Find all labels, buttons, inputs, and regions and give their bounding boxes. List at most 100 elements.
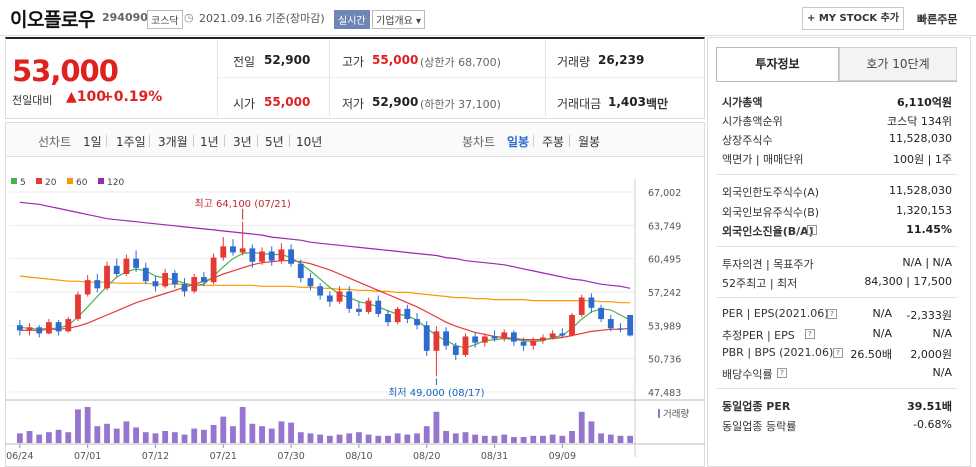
divider	[716, 174, 957, 175]
change-percent: +0.19%	[102, 89, 163, 105]
volume-bar	[297, 432, 304, 443]
info-key: 상장주식수	[722, 134, 773, 147]
tab-investment-info[interactable]: 투자정보	[716, 47, 839, 81]
candle-chart-label: 봉차트	[462, 135, 496, 149]
candle-body	[268, 251, 275, 261]
legend-swatch	[36, 178, 42, 184]
help-icon[interactable]: ?	[805, 329, 815, 339]
candle-daily[interactable]: 일봉	[507, 135, 530, 149]
info-row-market-cap-rank: 시가총액순위 코스닥 134위	[722, 113, 952, 129]
period-3m[interactable]: 3개월	[158, 135, 188, 149]
candle-body	[259, 251, 265, 262]
trade-amount-unit: 백만	[646, 97, 669, 111]
divider	[218, 77, 704, 78]
candle-body	[16, 325, 23, 331]
trade-amount-value: 1,403	[608, 95, 646, 109]
candle-body	[540, 337, 546, 341]
legend-swatch	[67, 178, 73, 184]
info-row-opinion: 투자의견 | 목표주가 N/A | N/A	[722, 256, 952, 272]
candle-body	[94, 280, 101, 289]
legend-label-ma60: 60	[76, 178, 88, 188]
line-chart-label: 선차트	[38, 135, 72, 149]
upper-limit: (상한가 68,700)	[420, 56, 501, 69]
candle-body	[598, 307, 604, 320]
info-key: 외국인한도주식수(A)	[722, 186, 820, 199]
period-5y[interactable]: 5년	[265, 135, 284, 149]
stock-chart[interactable]: 5 20 60 120 67,002 63,749 60,495 57,242 53,989 5…	[5, 157, 705, 467]
period-1y[interactable]: 1년	[200, 135, 219, 149]
volume-bar	[520, 437, 527, 443]
candle-body	[239, 248, 246, 253]
help-icon[interactable]: ?	[807, 225, 817, 235]
candle-body	[84, 280, 91, 295]
volume-bar	[481, 435, 488, 443]
legend-label-ma5: 5	[20, 178, 26, 188]
candle-body	[288, 249, 294, 264]
info-row-industry-change: 동일업종 등락률 -0.68%	[722, 418, 952, 434]
volume-bar	[26, 431, 33, 443]
volume-bar	[210, 425, 217, 443]
candle-body	[142, 267, 149, 282]
period-1w[interactable]: 1주일	[116, 135, 146, 149]
company-overview-dropdown[interactable]: 기업개요 ▾	[372, 10, 425, 29]
add-my-stock-button[interactable]: + MY STOCK 추가	[802, 7, 904, 30]
candle-body	[220, 246, 227, 258]
period-3y[interactable]: 3년	[233, 135, 252, 149]
ma5-line	[19, 251, 631, 349]
info-row-dividend: 배당수익률? N/A	[722, 366, 952, 382]
divider	[217, 40, 218, 116]
candle-body	[26, 327, 33, 331]
volume-value: 26,239	[598, 53, 645, 67]
volume-bar	[433, 411, 440, 443]
volume-bar	[307, 433, 314, 443]
tab-order-book[interactable]: 호가 10단계	[839, 47, 957, 81]
info-row-listed-shares: 상장주식수 11,528,030	[722, 132, 952, 148]
candle-body	[452, 345, 459, 355]
legend-swatch	[98, 178, 104, 184]
help-icon[interactable]: ?	[777, 368, 787, 378]
candle-body	[607, 319, 614, 329]
info-key[interactable]: 시가총액순위	[722, 115, 783, 128]
info-key: 52주최고 | 최저	[722, 277, 798, 290]
info-key[interactable]: 동일업종 등락률	[722, 420, 797, 433]
candle-body	[133, 258, 139, 268]
fast-order-link[interactable]: 빠른주문	[917, 13, 958, 26]
volume-bar	[142, 432, 149, 443]
info-value: 11.45%	[906, 223, 952, 236]
candle-body	[181, 284, 188, 292]
volume-bar	[452, 433, 459, 443]
info-value: -0.68%	[913, 418, 952, 431]
info-value: -2,333원	[906, 309, 952, 322]
help-icon[interactable]: ?	[827, 309, 837, 319]
realtime-button[interactable]: 실시간	[334, 10, 370, 29]
volume-bar	[540, 435, 546, 443]
period-1d[interactable]: 1일	[83, 135, 102, 149]
volume-bar	[365, 434, 372, 443]
candle-body	[336, 291, 343, 302]
info-value: 26.50배	[850, 348, 892, 361]
help-icon[interactable]: ?	[833, 348, 843, 358]
volume-label: 거래량	[557, 55, 591, 69]
volume-bar	[356, 432, 362, 443]
y-tick-label: 63,749	[648, 221, 681, 232]
x-tick-label: 07/01	[74, 451, 101, 462]
divider	[716, 388, 957, 389]
period-10y[interactable]: 10년	[296, 135, 323, 149]
candle-monthly[interactable]: 월봉	[578, 135, 601, 149]
volume-bar	[443, 431, 449, 443]
volume-bar	[220, 416, 227, 443]
separator	[569, 135, 570, 147]
volume-bar	[607, 434, 614, 443]
candle-body	[569, 314, 575, 336]
candle-body	[414, 319, 420, 326]
divider	[716, 246, 957, 247]
info-key: PBR | BPS (2021.06)	[722, 346, 834, 359]
info-value: N/A	[932, 366, 952, 379]
volume-bar	[404, 434, 411, 443]
volume-bar	[627, 435, 634, 443]
volume-bar	[201, 429, 207, 443]
candle-weekly[interactable]: 주봉	[542, 135, 565, 149]
trade-amount-label: 거래대금	[557, 97, 602, 111]
volume-bar	[191, 428, 198, 443]
volume-bar	[36, 434, 43, 443]
